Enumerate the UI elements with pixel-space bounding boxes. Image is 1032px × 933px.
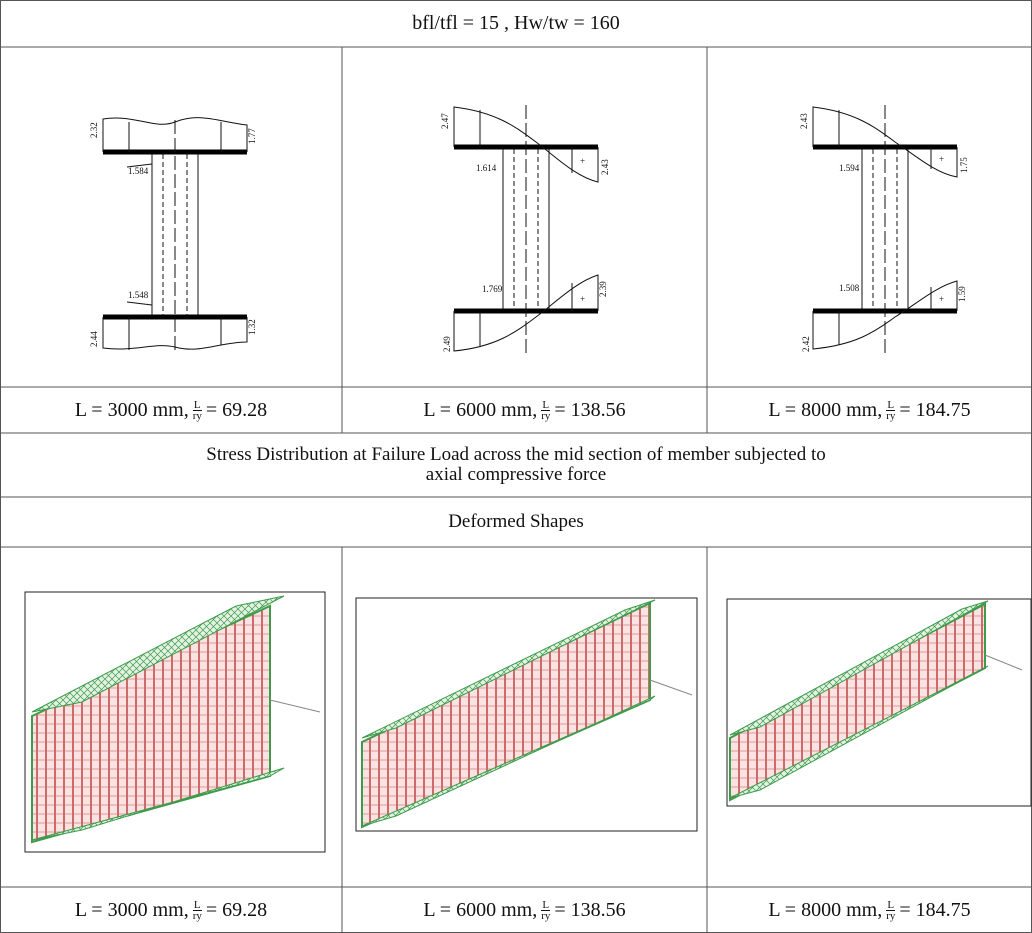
caption-text: = 184.75: [899, 399, 970, 422]
stress-label: 1.59: [957, 286, 967, 302]
fraction-den: ry: [541, 911, 550, 921]
caption-text: = 138.56: [554, 899, 625, 922]
deformed-shape: [727, 599, 1031, 806]
fraction-den: ry: [886, 911, 895, 921]
stress-label: 2.32: [89, 122, 99, 138]
stress-label: +: [580, 294, 585, 304]
drawing-part: [127, 302, 152, 305]
fraction-den: ry: [193, 411, 202, 421]
stress-label: 1.614: [476, 163, 497, 173]
table-title: bfl/tfl = 15 , Hw/tw = 160: [0, 0, 1032, 47]
caption-text: = 138.56: [554, 399, 625, 422]
stress-label: 1.77: [247, 128, 257, 144]
stress-label: 2.47: [440, 113, 450, 129]
stress-label: 2.44: [89, 331, 99, 347]
caption-text: = 69.28: [206, 899, 267, 922]
fraction-num: L: [193, 400, 202, 411]
stress-label: +: [939, 294, 944, 304]
note-line: axial compressive force: [426, 465, 606, 485]
stress-label: 1.75: [959, 157, 969, 173]
fraction-num: L: [193, 900, 202, 911]
fraction-num: L: [541, 400, 550, 411]
fraction-den: ry: [886, 411, 895, 421]
caption-text: L = 8000 mm,: [768, 899, 882, 922]
note-line: Stress Distribution at Failure Load acro…: [206, 445, 825, 465]
stress-label: +: [580, 156, 585, 166]
caption-text: L = 3000 mm,: [75, 899, 189, 922]
deformed-shape: [25, 592, 325, 852]
caption-text: L = 6000 mm,: [423, 899, 537, 922]
stress-label: +: [939, 154, 944, 164]
stress-label: 1.32: [247, 319, 257, 335]
fraction-den: ry: [193, 911, 202, 921]
fraction-num: L: [886, 900, 895, 911]
section-heading: Deformed Shapes: [0, 497, 1032, 547]
caption-text: L = 8000 mm,: [768, 399, 882, 422]
stress-label: 1.594: [839, 163, 860, 173]
page: 2.32 1.77 1.584 1.548 2.44 1.32 2.47 2.4…: [0, 0, 1032, 933]
stress-label: 1.508: [839, 283, 860, 293]
stress-label: 2.39: [598, 281, 608, 297]
fraction-den: ry: [541, 411, 550, 421]
caption-text: L = 6000 mm,: [423, 399, 537, 422]
caption-text: = 184.75: [899, 899, 970, 922]
stress-label: 2.49: [442, 336, 452, 352]
fraction-num: L: [886, 400, 895, 411]
caption-text: L = 3000 mm,: [75, 399, 189, 422]
stress-label: 2.42: [801, 336, 811, 352]
stress-figure: 2.43 1.75 + 1.594 1.508 1.59 + 2.42: [799, 105, 969, 355]
stress-figure: 2.47 2.43 + 1.614 1.769 2.39 + 2.49: [440, 105, 610, 355]
stress-label: 2.43: [799, 113, 809, 129]
stress-label: 1.769: [482, 284, 503, 294]
stress-label: 1.548: [128, 290, 149, 300]
stress-note: Stress Distribution at Failure Load acro…: [0, 433, 1032, 497]
deformed-shape: [356, 598, 697, 831]
fraction-num: L: [541, 900, 550, 911]
stress-label: 1.584: [128, 166, 149, 176]
caption-text: = 69.28: [206, 399, 267, 422]
stress-label: 2.43: [600, 159, 610, 175]
stress-figure: 2.32 1.77 1.584 1.548 2.44 1.32: [89, 118, 257, 352]
